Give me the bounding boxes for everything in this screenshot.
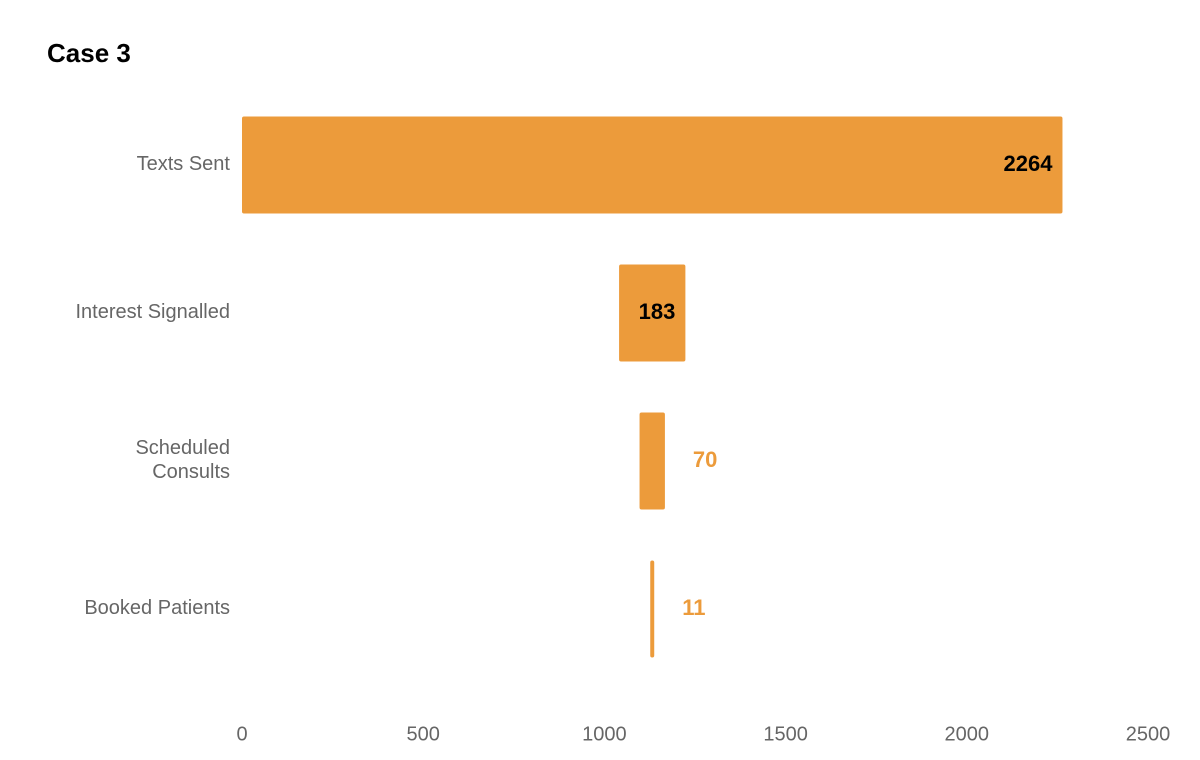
x-tick-label: 500	[407, 723, 440, 745]
value-label: 70	[693, 447, 717, 472]
y-tick-label: Texts Sent	[137, 153, 231, 175]
y-tick-label: Scheduled Consults	[135, 437, 230, 483]
x-tick-label: 1000	[582, 723, 627, 745]
bar	[650, 560, 655, 658]
value-label: 2264	[1004, 151, 1054, 176]
x-tick-label: 0	[236, 723, 247, 745]
x-tick-label: 2000	[945, 723, 990, 745]
value-label: 183	[639, 299, 676, 324]
bar	[242, 116, 1063, 214]
value-label: 11	[682, 595, 705, 620]
y-tick-label: Booked Patients	[84, 597, 230, 619]
y-tick-label: Interest Signalled	[75, 301, 230, 323]
bar	[639, 412, 665, 510]
bar	[619, 264, 686, 362]
x-tick-label: 1500	[763, 723, 808, 745]
x-tick-label: 2500	[1126, 723, 1171, 745]
chart-title: Case 3	[47, 38, 131, 68]
